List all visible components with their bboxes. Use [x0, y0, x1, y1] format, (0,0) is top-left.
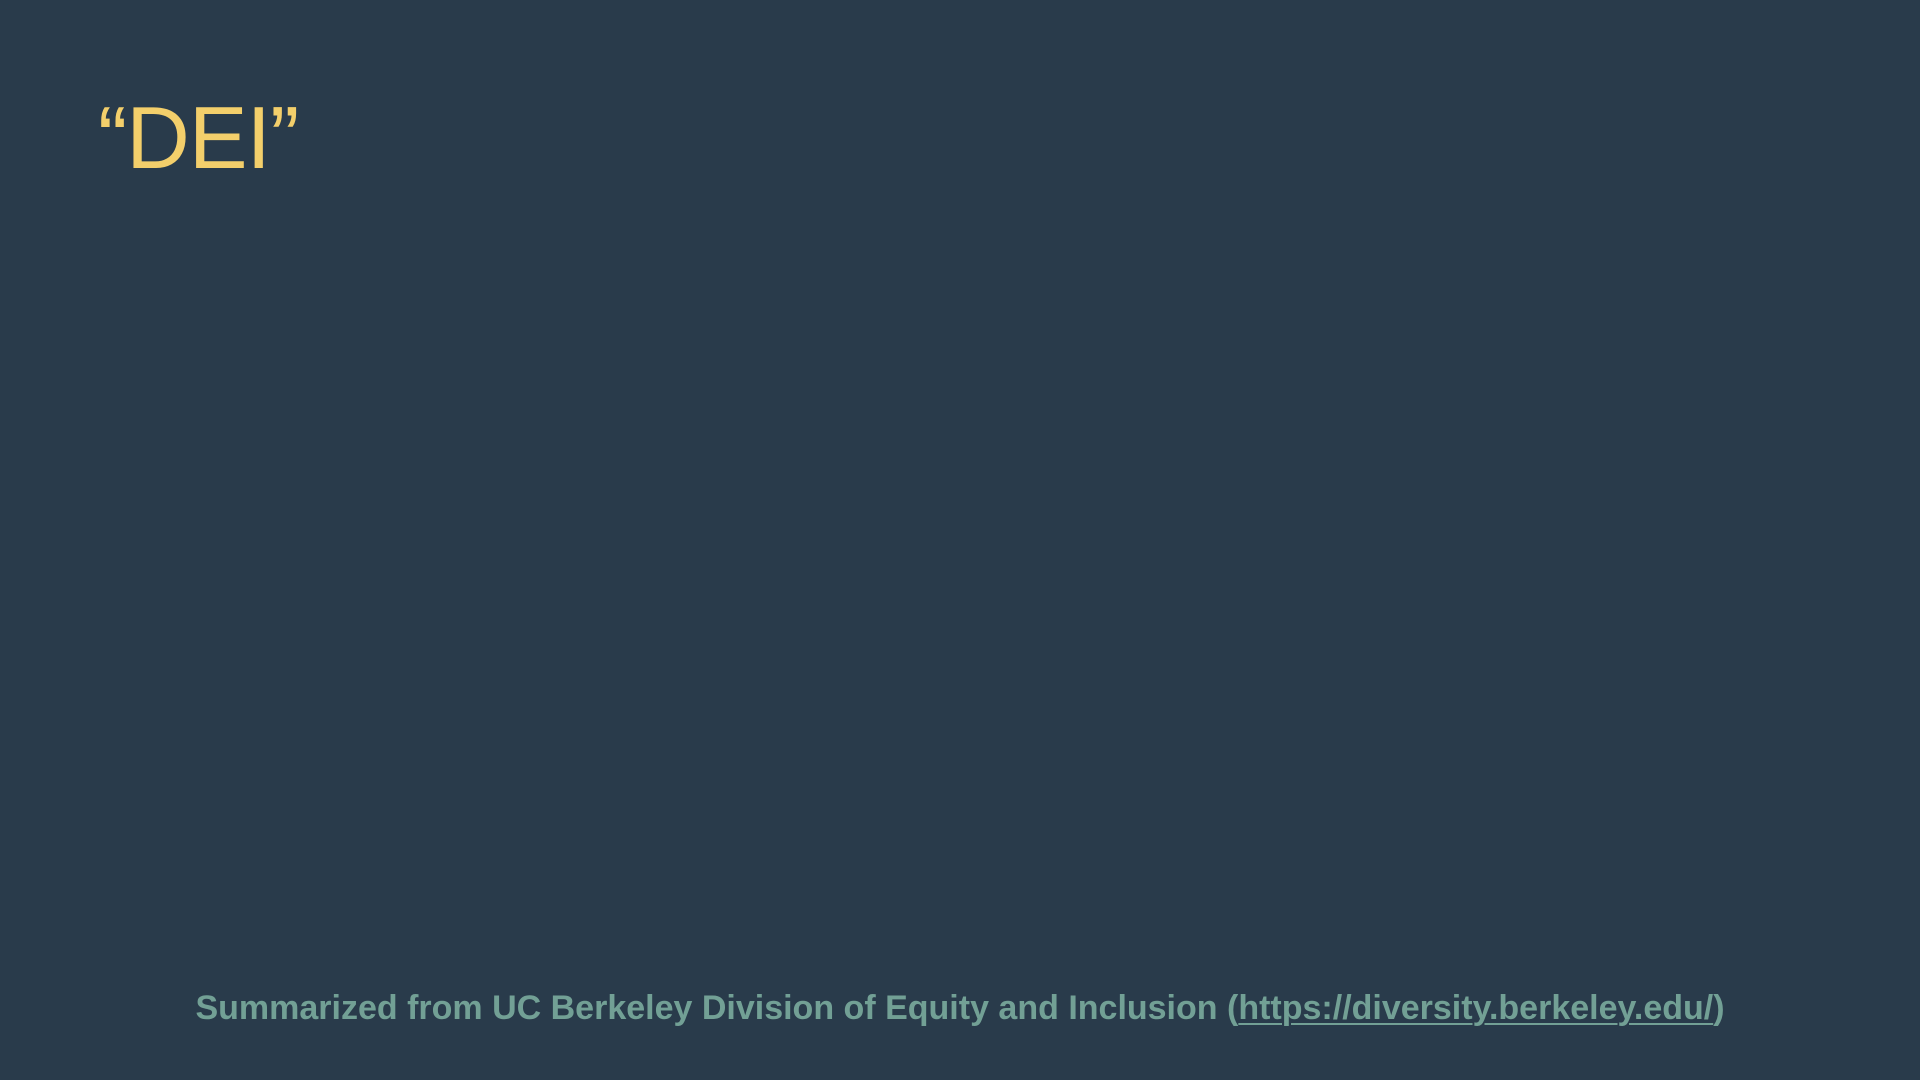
- source-note: Summarized from UC Berkeley Division of …: [0, 984, 1920, 1032]
- slide-title: “DEI”: [98, 88, 299, 187]
- source-link[interactable]: https://diversity.berkeley.edu/: [1238, 989, 1714, 1027]
- source-note-suffix: ): [1713, 989, 1725, 1027]
- source-note-prefix: Summarized from UC Berkeley Division of …: [195, 989, 1239, 1027]
